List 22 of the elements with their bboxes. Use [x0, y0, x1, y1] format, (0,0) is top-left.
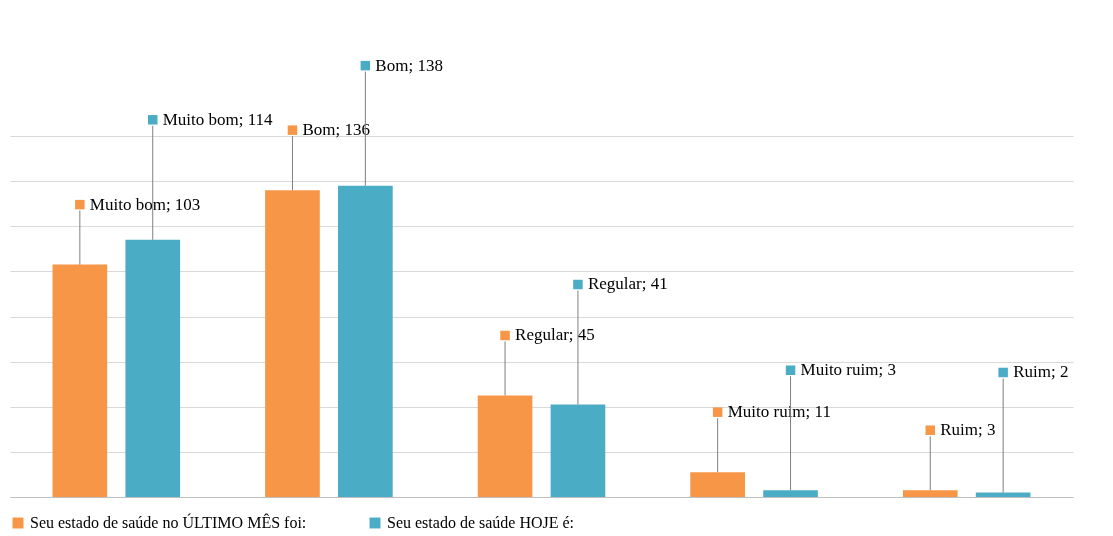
data-label: Ruim; 3 [940, 420, 996, 440]
data-label: Bom; 136 [302, 120, 370, 140]
bar [550, 404, 606, 497]
bar [338, 185, 393, 497]
bar [975, 492, 1031, 497]
data-label: Bom; 138 [375, 55, 443, 75]
bar [265, 190, 320, 497]
data-label: Ruim; 2 [1013, 362, 1069, 382]
data-label: Muito bom; 103 [89, 194, 201, 214]
bar [125, 239, 181, 497]
data-label: Muito ruim; 3 [800, 360, 896, 380]
bar [477, 395, 533, 497]
legend-label: Seu estado de saúde no ÚLTIMO MÊS foi: [30, 513, 307, 531]
data-label: Regular; 41 [587, 274, 668, 294]
bar [763, 490, 818, 497]
data-label: Muito bom; 114 [162, 109, 274, 129]
bar [902, 490, 958, 497]
data-label: Regular; 45 [515, 325, 595, 345]
bar [690, 472, 745, 497]
bar [52, 264, 108, 497]
data-label: Muito ruim; 11 [727, 402, 831, 422]
legend-label: Seu estado de saúde HOJE é: [387, 514, 575, 531]
